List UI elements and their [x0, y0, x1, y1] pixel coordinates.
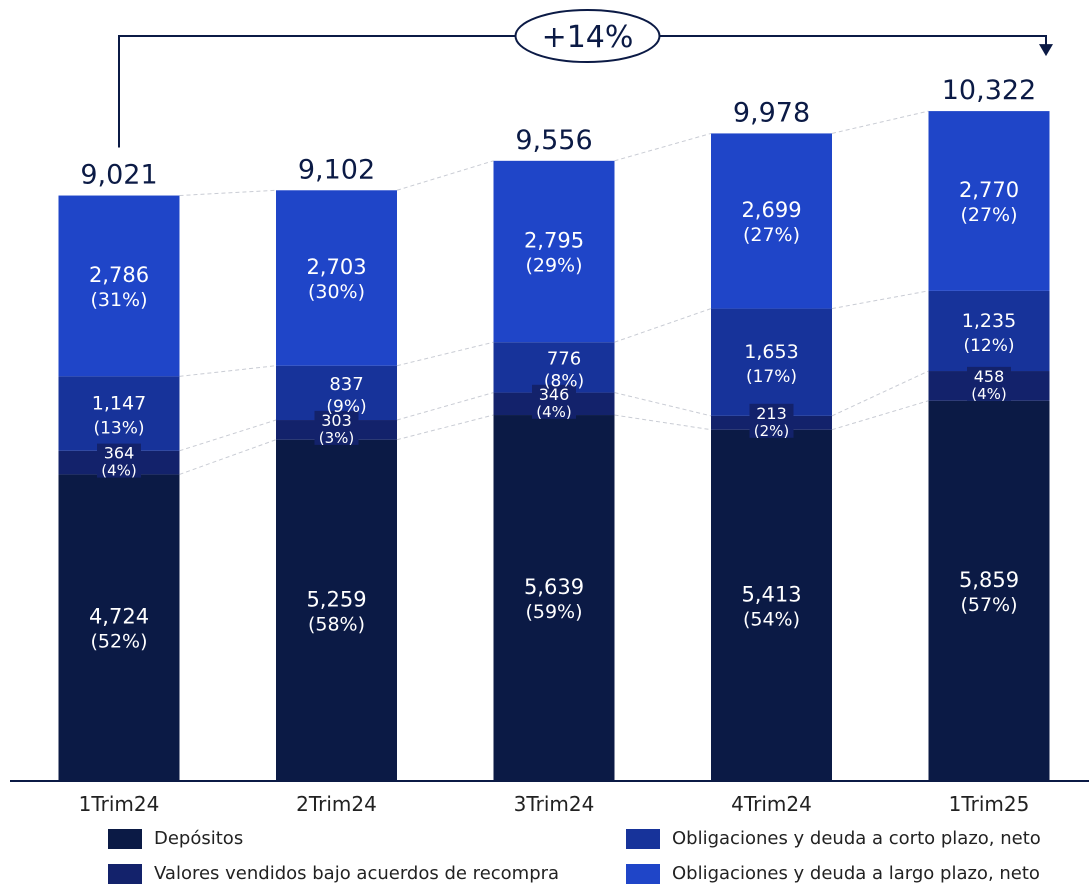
- x-tick-label: 1Trim24: [79, 792, 160, 816]
- label-box: [967, 366, 1011, 401]
- segment-percent-label: (3%): [319, 429, 355, 447]
- connector-line: [831, 370, 929, 417]
- connector-line: [396, 392, 494, 421]
- bar-total-label: 9,102: [298, 154, 375, 185]
- segment-value-label: 1,147: [92, 393, 146, 415]
- bar-total-label: 9,556: [515, 125, 592, 156]
- bar-segment: [928, 290, 1050, 372]
- segment-value-label: 346: [539, 385, 570, 404]
- segment-value-label: 364: [104, 444, 135, 463]
- segment-value-label: 2,795: [524, 229, 584, 253]
- arrow-head-icon: [1039, 44, 1053, 57]
- x-tick-label: 2Trim24: [296, 792, 377, 816]
- segment-percent-label: (4%): [536, 403, 572, 421]
- segment-percent-label: (4%): [971, 385, 1007, 403]
- segment-percent-label: (54%): [743, 608, 800, 630]
- bar-segment: [58, 376, 180, 451]
- segment-percent-label: (17%): [746, 367, 797, 387]
- segment-value-label: 303: [321, 411, 352, 430]
- connector-line: [614, 414, 712, 431]
- segment-value-label: 5,413: [741, 582, 801, 606]
- segment-percent-label: (13%): [93, 419, 144, 439]
- connector-line: [396, 414, 494, 441]
- bar-total-label: 9,978: [733, 97, 810, 128]
- bar-segment: [493, 160, 615, 343]
- bar-segment: [58, 195, 180, 377]
- connector-line: [179, 189, 277, 197]
- bar-segment: [276, 439, 397, 781]
- segment-value-label: 5,859: [959, 568, 1019, 592]
- growth-percent-label: +14%: [542, 20, 634, 55]
- connector-line: [396, 341, 494, 367]
- segment-percent-label: (58%): [308, 613, 365, 635]
- segment-value-label: 2,786: [89, 263, 149, 287]
- connector-line: [831, 290, 929, 310]
- segment-percent-label: (52%): [90, 631, 147, 653]
- connector-line: [179, 419, 277, 452]
- label-box: [749, 403, 794, 438]
- x-tick-label: 3Trim24: [514, 792, 595, 816]
- segment-value-label: 2,770: [959, 178, 1019, 202]
- segment-value-label: 776: [547, 348, 581, 369]
- segment-value-label: 5,639: [524, 575, 584, 599]
- connector-line: [831, 110, 929, 134]
- x-tick-label: 1Trim25: [949, 792, 1030, 816]
- bar-segment: [493, 415, 615, 781]
- label-box: [314, 410, 359, 445]
- segment-percent-label: (29%): [525, 255, 582, 277]
- label-box: [532, 384, 576, 419]
- bar-segment: [711, 429, 832, 781]
- segment-value-label: 1,235: [962, 310, 1016, 332]
- segment-percent-label: (2%): [754, 422, 790, 440]
- bar-segment: [928, 400, 1050, 781]
- segment-percent-label: (59%): [525, 601, 582, 623]
- label-box: [97, 443, 141, 478]
- segment-value-label: 4,724: [89, 605, 149, 629]
- segment-value-label: 837: [329, 374, 363, 395]
- bar-segment: [711, 133, 832, 309]
- segment-value-label: 1,653: [744, 341, 798, 363]
- segment-percent-label: (9%): [326, 397, 366, 417]
- segment-percent-label: (27%): [960, 204, 1017, 226]
- connector-line: [179, 439, 277, 475]
- segment-percent-label: (4%): [101, 462, 137, 480]
- connector-line: [179, 365, 277, 377]
- segment-value-label: 213: [756, 404, 787, 423]
- bar-total-label: 9,021: [80, 160, 157, 191]
- segment-value-label: 5,259: [306, 587, 366, 611]
- bar-total-label: 10,322: [942, 75, 1036, 106]
- segment-percent-label: (8%): [544, 371, 584, 391]
- segment-percent-label: (57%): [960, 594, 1017, 616]
- connector-line: [396, 160, 494, 191]
- segment-value-label: 458: [974, 367, 1005, 386]
- connector-line: [614, 392, 712, 417]
- segment-percent-label: (30%): [308, 281, 365, 303]
- segment-percent-label: (31%): [90, 289, 147, 311]
- bar-segment: [58, 474, 180, 781]
- growth-badge: [514, 9, 661, 63]
- segment-percent-label: (27%): [743, 224, 800, 246]
- segment-value-label: 2,703: [306, 255, 366, 279]
- connector-line: [614, 132, 712, 162]
- bar-segment: [928, 111, 1050, 291]
- connector-line: [831, 400, 929, 431]
- segment-percent-label: (12%): [963, 336, 1014, 356]
- x-tick-label: 4Trim24: [731, 792, 812, 816]
- connector-line: [614, 308, 712, 343]
- bar-segment: [493, 342, 615, 393]
- bar-segment: [711, 308, 832, 416]
- segment-value-label: 2,699: [741, 198, 801, 222]
- bar-segment: [276, 190, 397, 366]
